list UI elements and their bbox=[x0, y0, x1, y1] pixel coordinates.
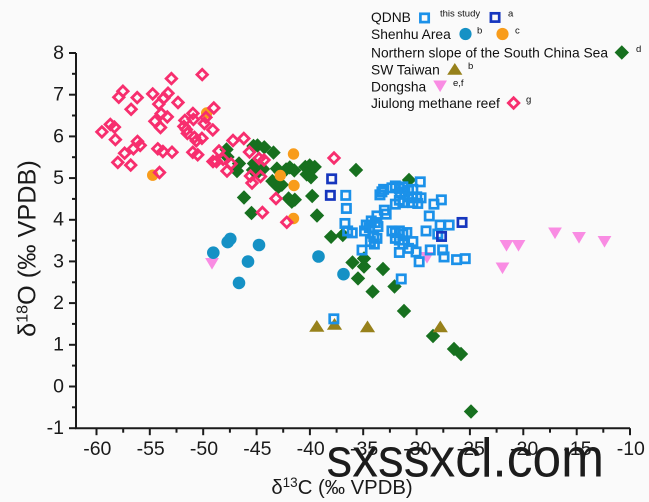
svg-text:Jiulong methane reef: Jiulong methane reef bbox=[371, 96, 500, 111]
svg-text:a: a bbox=[508, 9, 514, 20]
svg-text:-35: -35 bbox=[350, 438, 378, 460]
svg-text:-10: -10 bbox=[617, 438, 645, 460]
svg-text:-55: -55 bbox=[137, 438, 165, 460]
svg-text:2: 2 bbox=[53, 292, 64, 314]
svg-text:QDNB: QDNB bbox=[371, 10, 411, 25]
svg-text:3: 3 bbox=[53, 250, 64, 272]
svg-text:b: b bbox=[468, 61, 473, 72]
svg-text:sxssxcl.com: sxssxcl.com bbox=[327, 428, 605, 489]
svg-text:Shenhu Area: Shenhu Area bbox=[371, 27, 451, 42]
svg-text:e,f: e,f bbox=[453, 78, 464, 89]
svg-text:Northern slope of the South Ch: Northern slope of the South China Sea bbox=[371, 45, 608, 60]
svg-text:-15: -15 bbox=[563, 438, 591, 460]
svg-text:SW Taiwan: SW Taiwan bbox=[371, 62, 440, 77]
svg-text:5: 5 bbox=[53, 167, 64, 189]
svg-text:-1: -1 bbox=[47, 417, 64, 439]
svg-text:7: 7 bbox=[53, 84, 64, 106]
svg-text:-50: -50 bbox=[190, 438, 218, 460]
svg-text:-20: -20 bbox=[510, 438, 538, 460]
svg-text:Dongsha: Dongsha bbox=[371, 79, 427, 94]
svg-text:1: 1 bbox=[53, 334, 64, 356]
svg-text:-60: -60 bbox=[83, 438, 111, 460]
svg-text:-45: -45 bbox=[243, 438, 271, 460]
svg-text:8: 8 bbox=[53, 42, 64, 64]
svg-text:-30: -30 bbox=[403, 438, 431, 460]
svg-text:b: b bbox=[477, 26, 482, 37]
svg-text:d: d bbox=[636, 44, 641, 55]
svg-text:6: 6 bbox=[53, 125, 64, 147]
svg-text:-25: -25 bbox=[457, 438, 485, 460]
svg-text:0: 0 bbox=[53, 375, 64, 397]
svg-text:4: 4 bbox=[53, 209, 64, 231]
svg-text:c: c bbox=[515, 26, 520, 37]
svg-text:this study: this study bbox=[440, 9, 480, 20]
svg-text:δ18O (‰ VPDB): δ18O (‰ VPDB) bbox=[14, 160, 42, 337]
svg-text:-40: -40 bbox=[297, 438, 325, 460]
svg-text:g: g bbox=[526, 95, 531, 106]
